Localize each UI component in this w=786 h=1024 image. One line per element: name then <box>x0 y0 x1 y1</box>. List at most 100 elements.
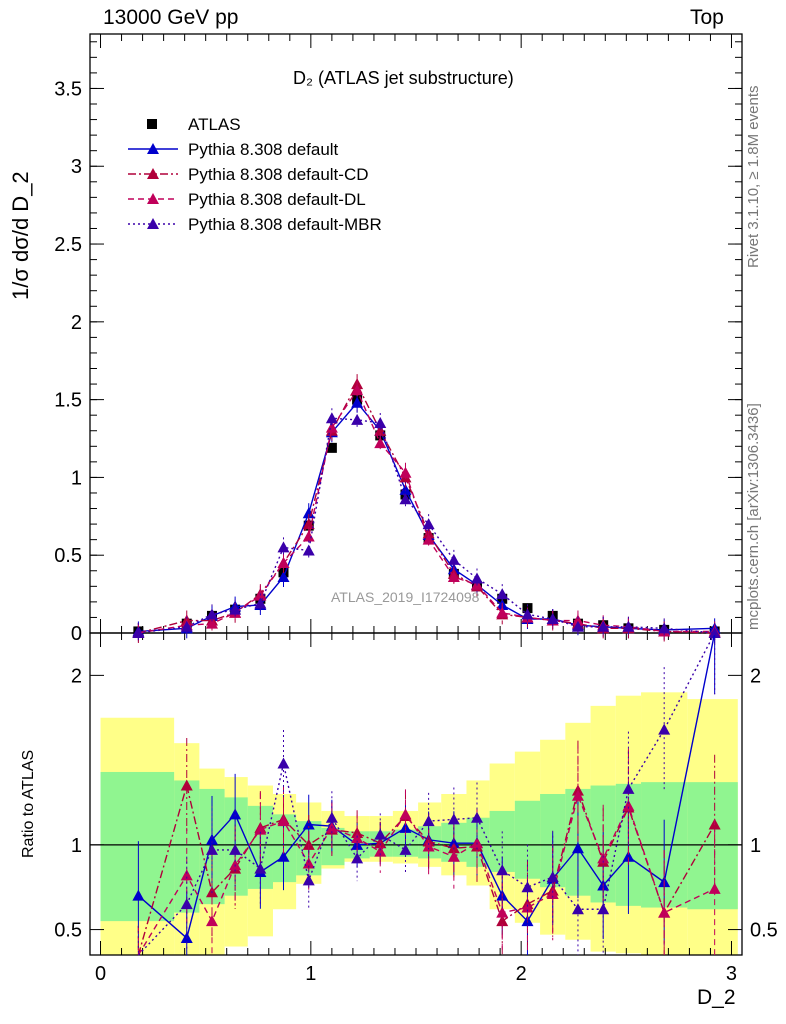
ratio-line-1 <box>137 782 716 956</box>
data-point <box>302 507 315 519</box>
ratio-point <box>521 881 534 893</box>
ratio-point <box>622 799 635 811</box>
data-point <box>325 421 338 433</box>
ratio-point <box>302 874 315 886</box>
data-point <box>351 396 364 408</box>
data-point <box>496 588 509 600</box>
ratio-point <box>254 862 267 874</box>
y-tick-label-main: 2 <box>71 312 82 334</box>
data-point <box>546 612 559 624</box>
ratio-point <box>374 828 387 840</box>
ratio-point <box>546 871 559 883</box>
ratio-point <box>658 723 671 735</box>
y-tick-label-main: 1 <box>71 467 82 489</box>
x-tick-label: 2 <box>516 963 527 985</box>
x-tick-label: 0 <box>95 963 106 985</box>
ratio-point <box>470 811 483 823</box>
ratio-point <box>658 906 671 918</box>
ratio-point <box>205 915 218 927</box>
ratio-point <box>254 823 267 835</box>
y-tick-label-ratio: 0.5 <box>54 920 82 942</box>
y-tick-label-ratio: 1 <box>71 835 82 857</box>
data-point <box>708 627 721 638</box>
data-point <box>326 442 337 453</box>
y-tick-label-main: 2.5 <box>54 234 82 256</box>
ratio-point <box>277 850 290 862</box>
ratio-point <box>180 869 193 881</box>
ratio-point <box>597 852 610 864</box>
green-band-segment <box>321 827 345 866</box>
ratio-line-0 <box>137 632 716 940</box>
legend: ATLAS Pythia 8.308 default Pythia 8.308 de… <box>128 115 382 234</box>
ratio-point <box>447 813 460 825</box>
ratio-point <box>399 843 412 855</box>
data-point <box>571 614 584 626</box>
ratio-point <box>229 808 242 820</box>
data-point <box>374 416 387 428</box>
data-point <box>521 608 534 620</box>
ratio-point <box>422 815 435 827</box>
data-point <box>597 620 610 632</box>
data-point <box>180 620 193 632</box>
chart-title: D₂ (ATLAS jet substructure) <box>293 68 514 88</box>
y-tick-label-main: 3 <box>71 156 82 178</box>
data-point <box>447 553 460 565</box>
legend-marker <box>147 119 157 129</box>
data-point <box>132 627 145 638</box>
x-axis-label: D_2 <box>697 986 736 1009</box>
ratio-point <box>374 845 387 857</box>
ratio-point <box>399 808 412 820</box>
data-point <box>447 570 460 582</box>
data-point <box>496 606 509 618</box>
green-band-segment <box>272 814 297 883</box>
ratio-series-group <box>132 632 721 956</box>
main-series-group <box>132 374 721 643</box>
data-point <box>277 556 290 568</box>
ratio-point <box>205 843 218 855</box>
data-point <box>302 530 315 542</box>
y-tick-label-main: 0.5 <box>54 545 82 567</box>
rivet-label: Rivet 3.1.10, ≥ 1.8M events <box>745 85 762 269</box>
data-point <box>229 603 242 615</box>
ratio-point <box>351 852 364 864</box>
y-axis-label-main: 1/σ dσ/d D_2 <box>8 171 33 300</box>
ratio-point <box>622 850 635 862</box>
data-point <box>399 466 412 478</box>
legend-marker <box>147 218 159 229</box>
ratio-point <box>496 864 509 876</box>
data-point <box>422 533 435 545</box>
data-point <box>205 608 218 620</box>
data-point <box>351 413 364 425</box>
ratio-point <box>496 915 509 927</box>
legend-label: Pythia 8.308 default-MBR <box>188 215 382 234</box>
y-tick-label-main: 3.5 <box>54 78 82 100</box>
data-point <box>658 622 671 634</box>
data-point <box>399 493 412 505</box>
ratio-point <box>229 843 242 855</box>
ratio-point <box>708 882 721 894</box>
legend-label: Pythia 8.308 default-CD <box>188 165 369 184</box>
ratio-point <box>622 782 635 794</box>
series-line-3 <box>138 388 715 634</box>
legend-marker <box>147 193 159 204</box>
ratio-point <box>277 757 290 769</box>
data-point <box>622 620 635 632</box>
data-point <box>254 597 267 609</box>
data-point <box>351 384 364 396</box>
legend-marker <box>147 143 159 154</box>
data-point <box>470 572 483 584</box>
header-right: Top <box>690 6 724 29</box>
ratio-point <box>205 833 218 845</box>
data-point <box>277 570 290 582</box>
legend-label: ATLAS <box>188 115 241 134</box>
y-axis-label-ratio: Ratio to ATLAS <box>20 749 37 858</box>
data-point <box>205 617 218 629</box>
y-tick-label-ratio-right: 2 <box>750 665 761 687</box>
ratio-point <box>132 889 145 901</box>
ratio-point <box>521 901 534 913</box>
x-tick-label: 1 <box>305 963 316 985</box>
ratio-point <box>447 850 460 862</box>
y-tick-label-ratio: 2 <box>71 665 82 687</box>
ratio-point <box>180 898 193 910</box>
